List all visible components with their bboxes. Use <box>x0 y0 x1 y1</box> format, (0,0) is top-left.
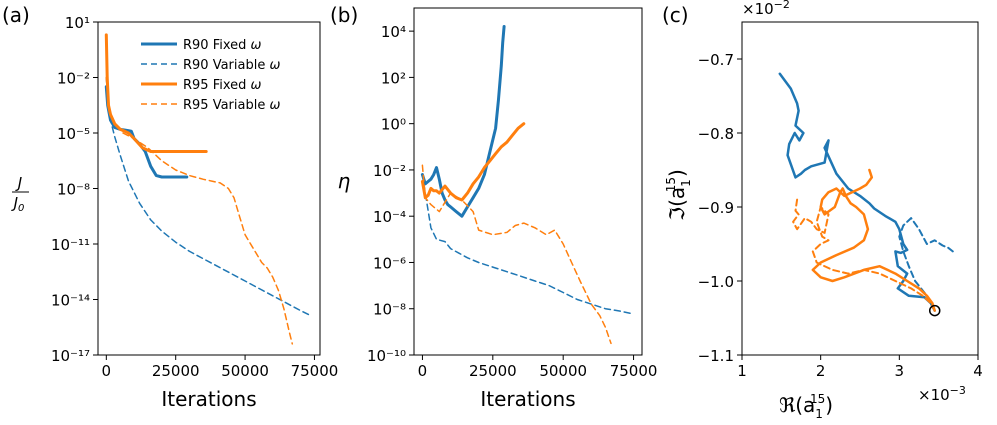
y-tick-label: 10⁻¹⁴ <box>51 292 90 310</box>
x-tick-label: 0 <box>102 362 112 380</box>
panel-c: 1 2 3 4 −0.7 −0.8 −0.9 −1.0 −1.1 <box>698 21 983 380</box>
legend-label-symbol: ω <box>251 78 262 93</box>
y-tick-label: 10⁻² <box>373 162 406 180</box>
x-tick-label: 50000 <box>221 362 269 380</box>
axes-frame <box>413 7 643 356</box>
x-tick-label: 3 <box>895 362 905 380</box>
x-tick-label: 1 <box>737 362 747 380</box>
y-tick-label: 10⁻⁶ <box>373 254 406 272</box>
panel-a: 0 25000 50000 75000 10¹ 10⁻² 10⁻⁵ 10⁻⁸ 10⁻¹¹ 10⁻¹… <box>51 14 338 411</box>
legend-label: R95 Fixed ω <box>183 78 262 93</box>
x-tick-label: 75000 <box>610 362 658 380</box>
legend-label-symbol: ω <box>251 38 262 53</box>
y-tick-label: 10⁻⁴ <box>373 208 406 226</box>
axes-frame <box>741 21 979 356</box>
series-line-r90-fixed <box>104 85 189 179</box>
series-line-r95-variable <box>792 198 936 312</box>
x-tick-label: 0 <box>418 362 428 380</box>
panel-c-y-scale-label: ×10−2 <box>742 0 790 18</box>
y-tick-label: 10⁻¹⁷ <box>51 347 90 365</box>
panel-a-ylabel-num: J <box>15 174 22 192</box>
series-line-r90-fixed <box>420 25 506 218</box>
panel-label-a: (a) <box>2 3 30 27</box>
y-tick-label: −0.8 <box>698 125 734 143</box>
series-line-r90-variable <box>421 173 632 315</box>
y-tick-label: 10⁴ <box>381 23 406 41</box>
end-point-marker <box>928 304 941 317</box>
x-tick-label: 50000 <box>539 362 587 380</box>
x-tick-label: 4 <box>973 362 983 380</box>
y-tick-label: 10⁻⁸ <box>373 301 406 319</box>
y-tick-label: −1.0 <box>698 273 734 291</box>
panel-c-x-scale-label: ×10−3 <box>918 384 966 404</box>
legend-label: R90 Variable ω <box>183 58 280 73</box>
y-tick-label: 10² <box>381 69 406 87</box>
legend-label-text: R95 Variable <box>183 98 269 113</box>
y-tick-label: 10⁻² <box>57 70 90 88</box>
x-tick-label: 75000 <box>291 362 339 380</box>
legend-label: R95 Variable ω <box>183 98 280 113</box>
panel-b: 0 25000 50000 75000 10⁴ 10² 10⁰ 10⁻² 10⁻⁴ 10⁻⁶ 10⁻… <box>367 7 658 411</box>
panel-c-xlabel: ℜ(a115) <box>779 392 833 421</box>
x-tick-label: 25000 <box>152 362 200 380</box>
y-tick-label: −0.7 <box>698 51 734 69</box>
series-line-r95-fixed <box>811 168 936 312</box>
y-tick-label: 10⁰ <box>381 116 406 134</box>
panel-label-c: (c) <box>662 3 689 27</box>
legend-label-text: R90 Variable <box>183 58 269 73</box>
y-tick-label: 10⁻¹¹ <box>51 236 90 254</box>
x-axis-label: Iterations <box>480 387 575 411</box>
series-group <box>104 33 313 345</box>
legend-label-symbol: ω <box>269 98 280 113</box>
y-tick-label: 10⁻⁸ <box>57 181 90 199</box>
x-tick-label: 2 <box>816 362 826 380</box>
panel-c-ylabel-group: ℑ(a115) <box>664 169 693 221</box>
series-group <box>420 25 632 345</box>
y-tick-label: 10¹ <box>65 14 90 32</box>
x-tick-label: 25000 <box>469 362 517 380</box>
panel-a-ylabel-den: J0 <box>11 194 25 214</box>
x-axis-label: Iterations <box>161 387 256 411</box>
series-line-r90-variable <box>105 76 313 317</box>
legend-label-text: R90 Fixed <box>183 38 251 53</box>
series-group <box>778 72 954 312</box>
panel-label-b: (b) <box>330 3 358 27</box>
series-line-r95-variable <box>105 76 294 345</box>
y-tick-label: 10⁻⁵ <box>57 125 90 143</box>
y-tick-label: −0.9 <box>698 199 734 217</box>
legend-label-symbol: ω <box>269 58 280 73</box>
y-tick-label: 10⁻¹⁰ <box>367 347 406 365</box>
series-line-r90-fixed <box>778 72 936 312</box>
panel-c-ylabel: ℑ(a115) <box>664 169 693 221</box>
legend-label: R90 Fixed ω <box>183 38 262 53</box>
y-tick-label: −1.1 <box>698 347 734 365</box>
series-line-r95-fixed <box>420 122 526 202</box>
series-line-r90-variable <box>898 217 954 312</box>
series-line-r95-variable <box>421 164 612 345</box>
legend-label-text: R95 Fixed <box>183 78 251 93</box>
panel-b-ylabel: η <box>338 169 351 193</box>
